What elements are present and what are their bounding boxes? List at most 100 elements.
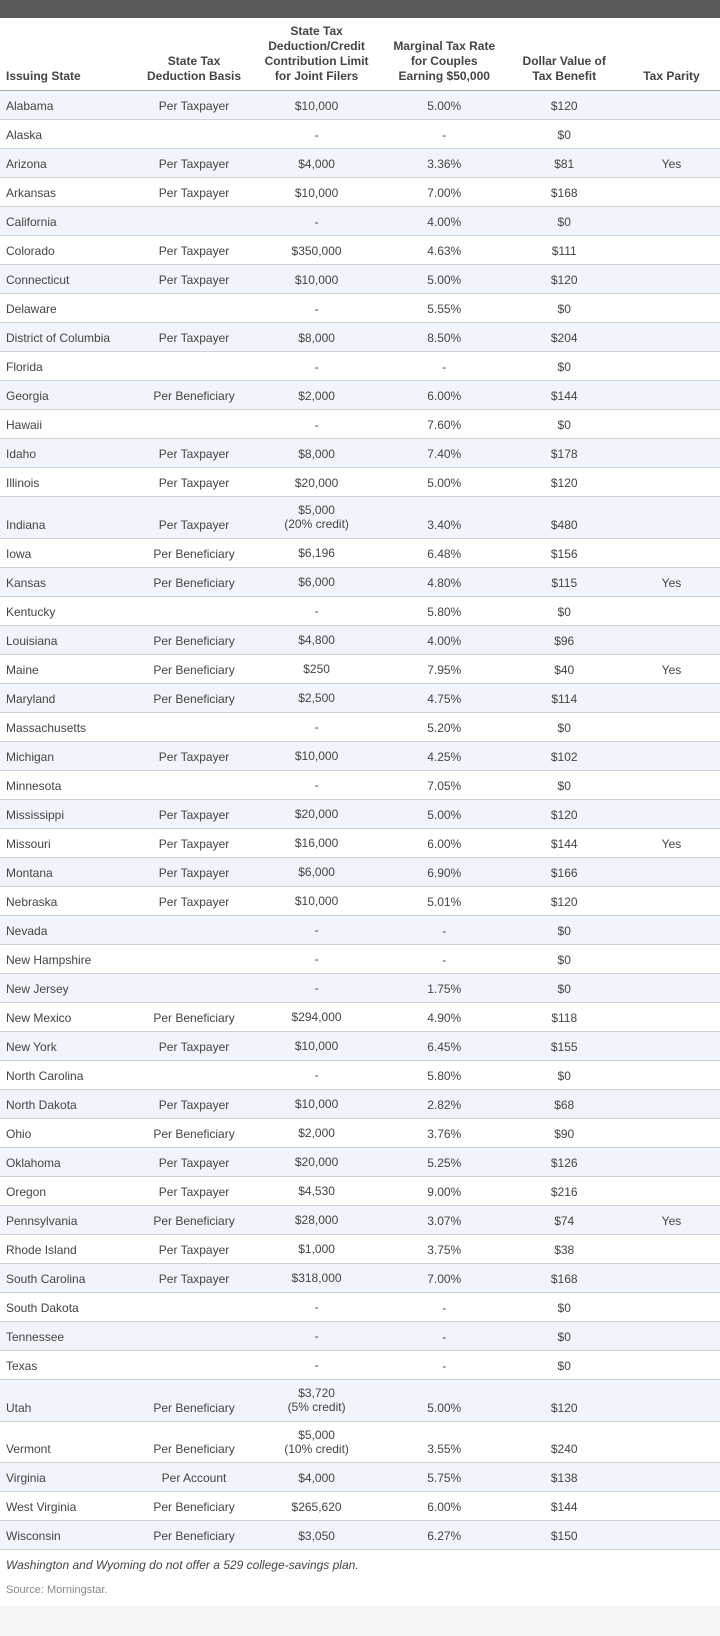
cell-rate: 4.75% <box>383 683 506 712</box>
footnote: Washington and Wyoming do not offer a 52… <box>0 1550 720 1580</box>
cell-basis: Per Beneficiary <box>138 381 250 410</box>
cell-parity <box>623 1463 720 1492</box>
source-line: Source: Morningstar. <box>0 1580 720 1606</box>
table-row: ColoradoPer Taxpayer$350,0004.63%$111 <box>0 236 720 265</box>
cell-parity <box>623 1492 720 1521</box>
cell-parity <box>623 683 720 712</box>
cell-parity <box>623 236 720 265</box>
cell-basis: Per Beneficiary <box>138 1205 250 1234</box>
cell-basis: Per Taxpayer <box>138 1176 250 1205</box>
table-row: WisconsinPer Beneficiary$3,0506.27%$150 <box>0 1521 720 1550</box>
cell-state: Oklahoma <box>0 1147 138 1176</box>
table-row: Texas--$0 <box>0 1350 720 1379</box>
table-row: MississippiPer Taxpayer$20,0005.00%$120 <box>0 799 720 828</box>
cell-value: $115 <box>506 567 623 596</box>
cell-rate: 5.00% <box>383 468 506 497</box>
cell-rate: - <box>383 352 506 381</box>
cell-value: $156 <box>506 538 623 567</box>
cell-basis: Per Beneficiary <box>138 625 250 654</box>
cell-rate: 5.20% <box>383 712 506 741</box>
cell-rate: 8.50% <box>383 323 506 352</box>
cell-limit: $8,000 <box>250 439 383 468</box>
cell-parity <box>623 1234 720 1263</box>
cell-state: South Carolina <box>0 1263 138 1292</box>
cell-value: $120 <box>506 468 623 497</box>
cell-basis <box>138 915 250 944</box>
cell-value: $0 <box>506 944 623 973</box>
cell-basis <box>138 120 250 149</box>
cell-limit: $20,000 <box>250 468 383 497</box>
cell-basis: Per Beneficiary <box>138 1118 250 1147</box>
col-contribution-limit: State Tax Deduction/Credit Contribution … <box>250 18 383 91</box>
cell-parity <box>623 944 720 973</box>
cell-limit: $1,000 <box>250 1234 383 1263</box>
cell-state: New Hampshire <box>0 944 138 973</box>
cell-limit: - <box>250 944 383 973</box>
table-row: ConnecticutPer Taxpayer$10,0005.00%$120 <box>0 265 720 294</box>
cell-state: Oregon <box>0 1176 138 1205</box>
cell-basis: Per Taxpayer <box>138 1263 250 1292</box>
table-row: IllinoisPer Taxpayer$20,0005.00%$120 <box>0 468 720 497</box>
cell-rate: - <box>383 1292 506 1321</box>
cell-parity: Yes <box>623 654 720 683</box>
cell-value: $216 <box>506 1176 623 1205</box>
cell-rate: 3.36% <box>383 149 506 178</box>
cell-basis: Per Taxpayer <box>138 741 250 770</box>
cell-basis: Per Taxpayer <box>138 1031 250 1060</box>
table-row: Delaware-5.55%$0 <box>0 294 720 323</box>
cell-parity <box>623 1321 720 1350</box>
cell-limit: $10,000 <box>250 265 383 294</box>
cell-parity: Yes <box>623 149 720 178</box>
cell-basis: Per Taxpayer <box>138 439 250 468</box>
cell-state: New York <box>0 1031 138 1060</box>
cell-basis: Per Taxpayer <box>138 178 250 207</box>
cell-rate: - <box>383 1321 506 1350</box>
table-row: District of ColumbiaPer Taxpayer$8,0008.… <box>0 323 720 352</box>
cell-rate: 7.95% <box>383 654 506 683</box>
cell-limit: - <box>250 770 383 799</box>
cell-limit: $350,000 <box>250 236 383 265</box>
cell-basis <box>138 973 250 1002</box>
table-row: PennsylvaniaPer Beneficiary$28,0003.07%$… <box>0 1205 720 1234</box>
cell-limit: $16,000 <box>250 828 383 857</box>
cell-parity <box>623 625 720 654</box>
cell-value: $0 <box>506 973 623 1002</box>
table-row: California-4.00%$0 <box>0 207 720 236</box>
cell-state: Minnesota <box>0 770 138 799</box>
tax-benefit-table: Issuing State State Tax Deduction Basis … <box>0 18 720 1550</box>
cell-rate: 6.45% <box>383 1031 506 1060</box>
cell-value: $0 <box>506 352 623 381</box>
cell-limit: - <box>250 915 383 944</box>
cell-value: $74 <box>506 1205 623 1234</box>
cell-basis: Per Taxpayer <box>138 1234 250 1263</box>
cell-basis: Per Beneficiary <box>138 1002 250 1031</box>
cell-rate: 3.75% <box>383 1234 506 1263</box>
table-row: Rhode IslandPer Taxpayer$1,0003.75%$38 <box>0 1234 720 1263</box>
cell-basis: Per Taxpayer <box>138 1147 250 1176</box>
cell-value: $480 <box>506 497 623 539</box>
table-row: VermontPer Beneficiary$5,000(10% credit)… <box>0 1421 720 1463</box>
cell-limit: $3,050 <box>250 1521 383 1550</box>
cell-basis: Per Taxpayer <box>138 149 250 178</box>
table-row: Minnesota-7.05%$0 <box>0 770 720 799</box>
cell-limit: $4,000 <box>250 1463 383 1492</box>
cell-state: Alabama <box>0 91 138 120</box>
cell-rate: 5.80% <box>383 596 506 625</box>
cell-value: $120 <box>506 886 623 915</box>
cell-value: $0 <box>506 294 623 323</box>
cell-state: Vermont <box>0 1421 138 1463</box>
cell-limit: $10,000 <box>250 886 383 915</box>
cell-rate: 5.25% <box>383 1147 506 1176</box>
cell-state: Florida <box>0 352 138 381</box>
cell-state: Kansas <box>0 567 138 596</box>
cell-limit: $265,620 <box>250 1492 383 1521</box>
cell-state: Missouri <box>0 828 138 857</box>
cell-state: Arizona <box>0 149 138 178</box>
cell-basis <box>138 1321 250 1350</box>
cell-value: $0 <box>506 712 623 741</box>
cell-parity <box>623 1521 720 1550</box>
table-row: OregonPer Taxpayer$4,5309.00%$216 <box>0 1176 720 1205</box>
cell-limit: $10,000 <box>250 91 383 120</box>
cell-basis <box>138 1292 250 1321</box>
cell-value: $40 <box>506 654 623 683</box>
